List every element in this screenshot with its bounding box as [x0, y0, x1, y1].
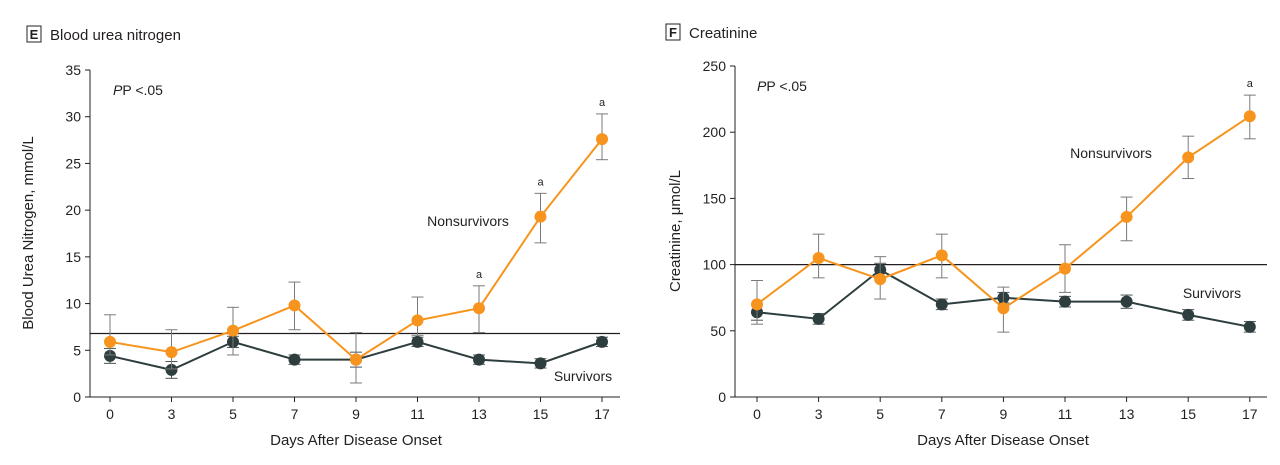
panel-f-x-tick-label: 9 [1000, 406, 1008, 422]
panel-e-nonsurvivors-line [109, 138, 603, 361]
panel-e-nonsurvivors-point [473, 302, 485, 315]
panel-f-x-tick-label: 0 [753, 406, 761, 422]
panel-e-x-tick-label: 7 [291, 406, 299, 422]
panel-e-y-tick-label: 15 [65, 249, 81, 265]
panel-e-x-tick-label: 5 [229, 406, 237, 422]
panel-e-survivors-point [104, 349, 116, 362]
panel-f-survivors-point [812, 312, 825, 325]
panel-e-nonsurvivors-point [411, 314, 424, 327]
panel-e-nonsurvivors-label: Nonsurvivors [427, 213, 509, 229]
panel-f-nonsurvivors-point [997, 302, 1010, 315]
panel-e-y-tick-label: 20 [65, 202, 81, 218]
panel-f-survivors-point [1120, 295, 1133, 308]
panel-e-significance-marker: a [476, 269, 483, 281]
panel-f-letter: F [669, 25, 677, 40]
panel-f-p-value-text: P <.05 [766, 78, 807, 94]
panel-e-x-tick-label: 17 [594, 406, 610, 422]
panel-f-x-tick-label: 7 [938, 406, 946, 422]
panel-e: E Blood urea nitrogen Blood Urea Nitroge… [20, 25, 620, 449]
panel-e-x-tick-label: 0 [106, 406, 114, 422]
panel-f-p-value: PP <.05 [757, 78, 807, 94]
panel-f-title: Creatinine [689, 25, 757, 42]
panel-e-x-axis-title: Days After Disease Onset [270, 432, 443, 449]
panel-f-nonsurvivors-point [1243, 110, 1256, 123]
panel-e-letter-box [26, 25, 42, 43]
panel-f-nonsurvivors-point [751, 298, 763, 311]
panel-f-x-tick-label: 3 [815, 406, 823, 422]
panel-e-nonsurvivors-point [596, 133, 608, 146]
panel-f-y-axis-title: Creatinine, μmol/L [667, 170, 684, 292]
panel-f-survivors-point [1059, 295, 1071, 308]
panel-e-y-axis-title: Blood Urea Nitrogen, mmol/L [20, 136, 37, 329]
panel-e-y-tick-label: 0 [73, 389, 81, 405]
panel-e-y-tick-label: 30 [65, 109, 81, 125]
panel-e-survivors-point [288, 353, 301, 366]
panel-f-survivors-point [1243, 320, 1256, 333]
panel-f-survivors-point [935, 298, 948, 311]
panel-e-nonsurvivors-point [288, 299, 301, 312]
panel-f-nonsurvivors-point [935, 249, 948, 262]
panel-e-survivors-label: Survivors [554, 368, 612, 384]
panel-e-nonsurvivors-point [104, 335, 116, 348]
panel-e-letter: E [30, 27, 39, 42]
panel-e-nonsurvivors-point [165, 346, 178, 359]
panel-f-x-tick-label: 5 [876, 406, 884, 422]
panel-f-y-tick-label: 200 [703, 124, 727, 140]
panel-f-nonsurvivors-point [1120, 210, 1133, 223]
panel-f-x-tick-label: 11 [1058, 406, 1073, 422]
panel-f: F Creatinine Creatinine, μmol/L Days Aft… [665, 23, 1267, 449]
panel-f-significance-marker: a [1247, 78, 1254, 90]
panel-e-significance-marker: a [599, 97, 606, 109]
panel-f-x-tick-label: 15 [1180, 406, 1196, 422]
panel-e-survivors-point [411, 335, 424, 348]
panel-f-survivors-label: Survivors [1183, 285, 1241, 301]
panel-e-title: Blood urea nitrogen [50, 27, 181, 44]
panel-e-nonsurvivors-point [534, 210, 547, 223]
panel-f-y-tick-label: 100 [703, 257, 727, 273]
panel-e-x-tick-label: 11 [410, 406, 425, 422]
panel-e-survivors-point [473, 353, 485, 366]
panel-e-y-tick-label: 10 [65, 296, 81, 312]
panel-f-survivors-point [1182, 308, 1195, 321]
panel-f-letter-box [665, 23, 681, 41]
panel-e-p-value-text: P <.05 [122, 82, 163, 98]
panel-f-x-axis-title: Days After Disease Onset [917, 432, 1090, 449]
panel-e-x-tick-label: 9 [352, 406, 360, 422]
panel-f-y-tick-label: 50 [710, 323, 726, 339]
panel-f-y-tick-label: 150 [703, 190, 727, 206]
panel-f-nonsurvivors-point [812, 251, 825, 264]
panel-f-y-tick-label: 0 [718, 389, 726, 405]
panel-e-x-tick-label: 13 [471, 406, 487, 422]
panel-f-y-tick-label: 250 [703, 58, 727, 74]
panel-f-x-tick-label: 13 [1119, 406, 1135, 422]
panel-e-survivors-point [534, 357, 547, 370]
panel-e-x-tick-label: 3 [168, 406, 176, 422]
panel-e-y-tick-label: 25 [65, 155, 81, 171]
panel-e-x-tick-label: 15 [533, 406, 549, 422]
panel-f-x-tick-label: 17 [1242, 406, 1258, 422]
panel-e-significance-marker: a [537, 176, 544, 188]
panel-f-nonsurvivors-line [756, 115, 1251, 310]
panel-e-y-tick-label: 5 [73, 342, 81, 358]
panel-e-nonsurvivors-point [350, 353, 362, 366]
panel-e-y-tick-label: 35 [65, 62, 81, 78]
panel-f-nonsurvivors-point [874, 273, 887, 286]
panel-e-survivors-point [596, 335, 608, 348]
panel-e-p-value: PP <.05 [113, 82, 163, 98]
panel-f-nonsurvivors-point [1059, 262, 1071, 275]
panel-f-nonsurvivors-label: Nonsurvivors [1070, 145, 1152, 161]
panel-e-survivors-point [165, 363, 178, 376]
panel-e-nonsurvivors-point [227, 324, 239, 337]
panel-f-nonsurvivors-point [1182, 151, 1195, 164]
panel-f-plot: 0 50 100 150 200 250 0 3 5 7 9 11 13 15 17 Survivors a No… [703, 58, 1267, 422]
